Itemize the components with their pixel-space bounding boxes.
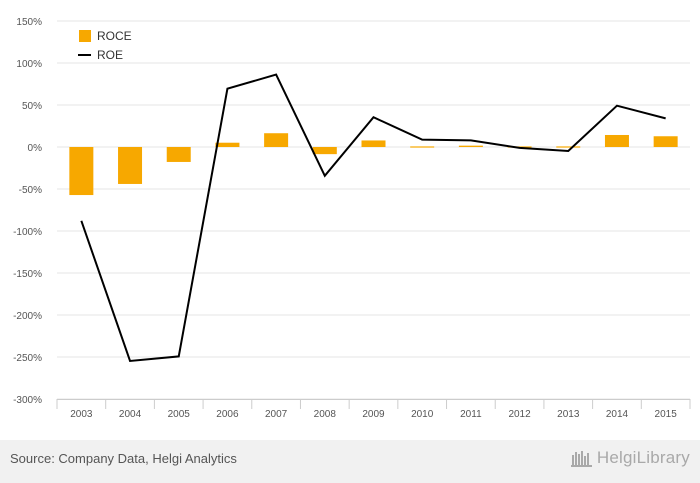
- x-tick-label: 2008: [314, 409, 337, 420]
- y-tick-label: 150%: [16, 17, 42, 28]
- legend-swatch-roce: [79, 30, 91, 42]
- x-tick-label: 2011: [460, 409, 482, 420]
- y-tick-label: 50%: [22, 101, 42, 112]
- x-tick-label: 2007: [265, 409, 288, 420]
- x-tick-label: 2006: [216, 409, 239, 420]
- brand-name: HelgiLibrary: [596, 448, 690, 467]
- x-tick-label: 2015: [655, 409, 678, 420]
- footer: Source: Company Data, Helgi Analytics He…: [0, 440, 700, 483]
- bar-roce: [166, 147, 191, 162]
- y-tick-label: -50%: [19, 185, 42, 196]
- y-tick-label: 0%: [28, 143, 43, 154]
- x-tick-label: 2010: [411, 409, 434, 420]
- bar-roce: [410, 146, 435, 148]
- bar-roce: [361, 140, 386, 147]
- x-tick-label: 2009: [362, 409, 385, 420]
- legend-label-roce: ROCE: [97, 29, 132, 43]
- legend-label-roe: ROE: [97, 48, 123, 62]
- brand-logo: HelgiLibrary: [570, 448, 690, 468]
- x-tick-label: 2014: [606, 409, 629, 420]
- line-roe: [80, 73, 666, 363]
- y-tick-label: -300%: [13, 395, 42, 406]
- bar-roce: [215, 142, 240, 147]
- bar-roce: [264, 133, 289, 147]
- bar-roce: [458, 145, 483, 147]
- helgi-library-icon: [570, 451, 592, 467]
- bar-roce: [69, 147, 94, 196]
- bar-roce: [556, 146, 581, 148]
- bar-roce: [604, 134, 629, 147]
- chart-svg: 150% 100% 50% 0% -50% -100% -150% -200% -250% -30…: [13, 17, 691, 420]
- x-tick-label: 2013: [557, 409, 580, 420]
- y-tick-label: -200%: [13, 311, 42, 322]
- source-note: Source: Company Data, Helgi Analytics: [10, 451, 237, 466]
- y-tick-label: -150%: [13, 269, 42, 280]
- y-tick-label: 100%: [16, 59, 42, 70]
- bar-roce: [312, 147, 337, 155]
- x-tick-label: 2004: [119, 409, 142, 420]
- y-tick-label: -250%: [13, 353, 42, 364]
- x-tick-label: 2003: [70, 409, 93, 420]
- bar-roce: [118, 147, 143, 184]
- x-tick-label: 2012: [508, 409, 531, 420]
- y-tick-label: -100%: [13, 227, 42, 238]
- x-tick-label: 2005: [168, 409, 191, 420]
- bar-roce: [653, 136, 678, 147]
